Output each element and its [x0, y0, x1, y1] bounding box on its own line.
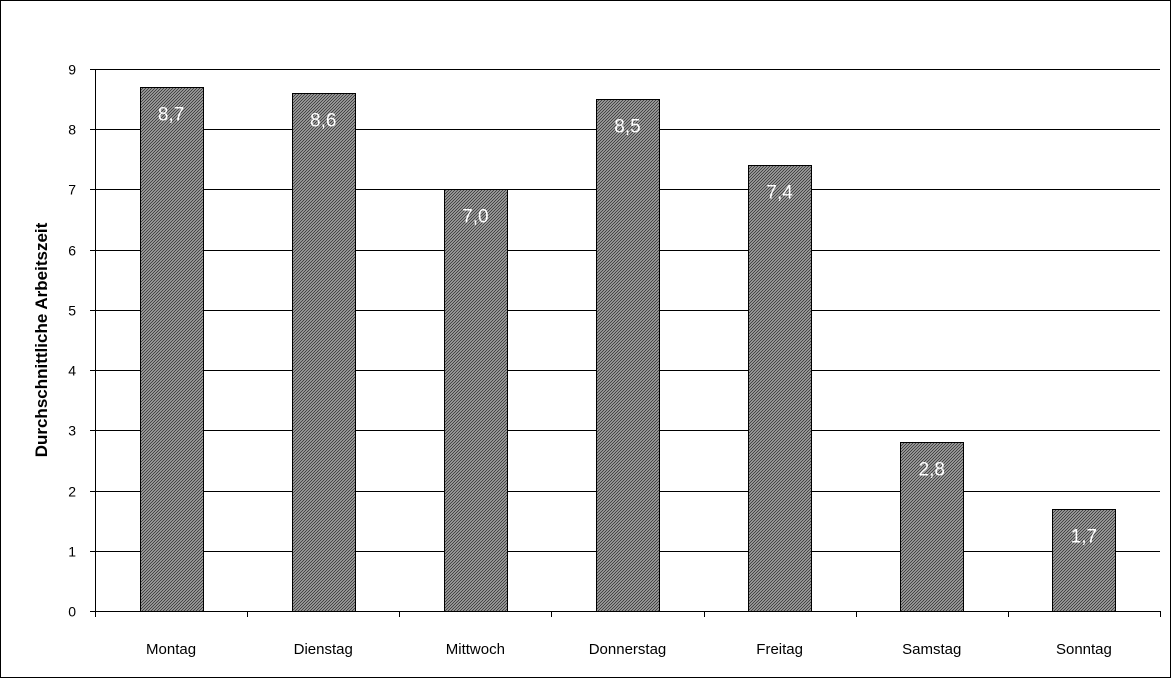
bar-freitag	[748, 165, 812, 612]
y-tick-label: 2	[68, 484, 76, 500]
y-tick-label: 1	[68, 544, 76, 560]
bar-sonntag	[1052, 509, 1116, 612]
bar-donnerstag	[596, 99, 660, 612]
y-tick-label: 7	[68, 182, 76, 198]
bars	[140, 87, 1116, 612]
data-label-samstag: 2,8	[919, 460, 945, 481]
y-tick-label: 8	[68, 122, 76, 138]
y-tick-label: 9	[68, 62, 76, 78]
y-tick-label: 0	[68, 604, 76, 620]
data-label-sonntag: 1,7	[1071, 527, 1097, 548]
data-label-donnerstag: 8,5	[614, 117, 640, 138]
data-label-mittwoch: 7,0	[462, 207, 488, 228]
x-tick-label-mittwoch: Mittwoch	[446, 641, 505, 658]
bar-samstag	[900, 442, 964, 612]
x-tick-label-samstag: Samstag	[902, 641, 961, 658]
y-tick-label: 5	[68, 303, 76, 319]
y-axis-title: Durchschnittliche Arbeitszeit	[32, 222, 51, 457]
y-tick-label: 4	[68, 363, 76, 379]
y-tick-label: 3	[68, 423, 76, 439]
y-tick-label: 6	[68, 243, 76, 259]
x-tick-label-freitag: Freitag	[756, 641, 803, 658]
x-tick-label-montag: Montag	[146, 641, 196, 658]
bar-montag	[140, 87, 204, 612]
data-label-freitag: 7,4	[766, 183, 793, 204]
data-label-montag: 8,7	[158, 105, 184, 126]
labels: 8,7 Montag 8,6 Dienstag 7,0 Mittwoch 8,5 Donner…	[146, 105, 1112, 659]
x-tick-label-sonntag: Sonntag	[1056, 641, 1112, 658]
data-label-dienstag: 8,6	[310, 111, 336, 132]
x-tick-label-donnerstag: Donnerstag	[589, 641, 667, 658]
bar-mittwoch	[444, 189, 508, 612]
bar-dienstag	[292, 93, 356, 612]
x-tick-label-dienstag: Dienstag	[294, 641, 353, 658]
